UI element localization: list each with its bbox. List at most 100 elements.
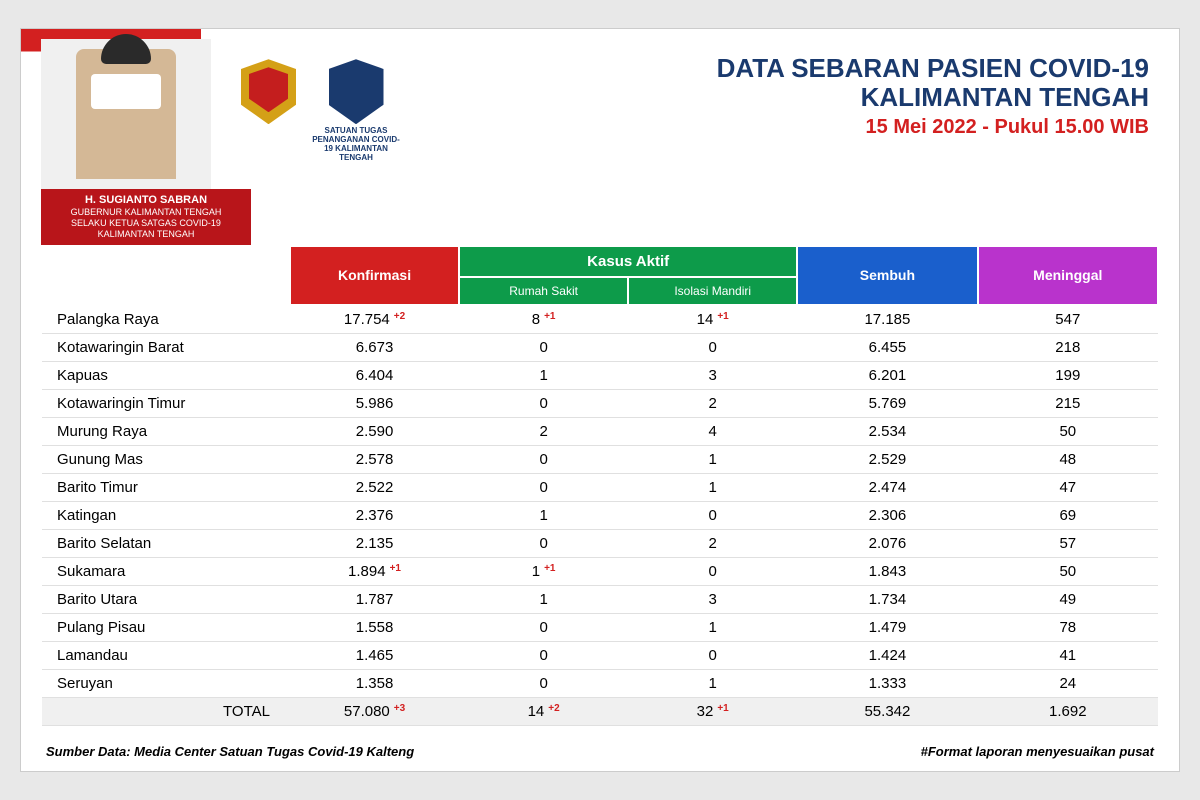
cell-total-konf: 57.080+3 xyxy=(290,697,459,725)
cell-sembuh: 5.769 xyxy=(797,389,977,417)
cell-iso: 0 xyxy=(628,501,797,529)
cell-konfirmasi: 1.558 xyxy=(290,613,459,641)
cell-region: Barito Utara xyxy=(42,585,290,613)
cell-region: Gunung Mas xyxy=(42,445,290,473)
table-row: Seruyan1.358011.33324 xyxy=(42,669,1158,697)
cell-konfirmasi: 5.986 xyxy=(290,389,459,417)
cell-rs: 0 xyxy=(459,669,628,697)
province-logo xyxy=(241,59,296,124)
cell-sembuh: 6.201 xyxy=(797,361,977,389)
cell-meninggal: 50 xyxy=(978,417,1158,445)
cell-total-rs: 14+2 xyxy=(459,697,628,725)
col-rumah-sakit: Rumah Sakit xyxy=(459,277,628,305)
cell-rs: 0 xyxy=(459,333,628,361)
cell-meninggal: 50 xyxy=(978,557,1158,585)
governor-title1: GUBERNUR KALIMANTAN TENGAH xyxy=(49,207,243,218)
table-row: Barito Timur2.522012.47447 xyxy=(42,473,1158,501)
total-row: TOTAL57.080+314+232+155.3421.692 xyxy=(42,697,1158,725)
cell-meninggal: 78 xyxy=(978,613,1158,641)
cell-sembuh: 2.076 xyxy=(797,529,977,557)
col-sembuh: Sembuh xyxy=(797,246,977,305)
cell-iso: 3 xyxy=(628,585,797,613)
table-row: Kotawaringin Barat6.673006.455218 xyxy=(42,333,1158,361)
title-line2: KALIMANTAN TENGAH xyxy=(411,83,1149,112)
cell-konfirmasi: 6.673 xyxy=(290,333,459,361)
cell-konfirmasi: 6.404 xyxy=(290,361,459,389)
cell-region: Seruyan xyxy=(42,669,290,697)
cell-iso: 1 xyxy=(628,473,797,501)
cell-rs: 0 xyxy=(459,389,628,417)
cell-iso: 1 xyxy=(628,669,797,697)
table-row: Gunung Mas2.578012.52948 xyxy=(42,445,1158,473)
table-row: Katingan2.376102.30669 xyxy=(42,501,1158,529)
report-container: SATUAN TUGAS PENANGANAN COVID-19 KALIMAN… xyxy=(20,28,1180,772)
cell-rs: 1 xyxy=(459,361,628,389)
cell-total-label: TOTAL xyxy=(42,697,290,725)
col-isolasi: Isolasi Mandiri xyxy=(628,277,797,305)
cell-region: Kapuas xyxy=(42,361,290,389)
data-table-wrap: Konfirmasi Kasus Aktif Sembuh Meninggal … xyxy=(21,245,1179,736)
title-line1: DATA SEBARAN PASIEN COVID-19 xyxy=(411,54,1149,83)
cell-konfirmasi: 2.135 xyxy=(290,529,459,557)
cell-meninggal: 218 xyxy=(978,333,1158,361)
cell-meninggal: 49 xyxy=(978,585,1158,613)
cell-sembuh: 2.534 xyxy=(797,417,977,445)
cell-konfirmasi: 2.522 xyxy=(290,473,459,501)
cell-iso: 2 xyxy=(628,389,797,417)
cell-rs: 0 xyxy=(459,529,628,557)
cell-sembuh: 17.185 xyxy=(797,305,977,334)
cell-konfirmasi: 2.590 xyxy=(290,417,459,445)
cell-sembuh: 6.455 xyxy=(797,333,977,361)
cell-sembuh: 1.333 xyxy=(797,669,977,697)
table-header: Konfirmasi Kasus Aktif Sembuh Meninggal … xyxy=(42,246,1158,305)
cell-iso: 1 xyxy=(628,445,797,473)
cell-sembuh: 1.734 xyxy=(797,585,977,613)
governor-title2: SELAKU KETUA SATGAS COVID-19 KALIMANTAN … xyxy=(49,218,243,240)
table-row: Kapuas6.404136.201199 xyxy=(42,361,1158,389)
cell-region: Palangka Raya xyxy=(42,305,290,334)
cell-meninggal: 57 xyxy=(978,529,1158,557)
cell-region: Barito Selatan xyxy=(42,529,290,557)
cell-konfirmasi: 1.787 xyxy=(290,585,459,613)
cell-region: Kotawaringin Timur xyxy=(42,389,290,417)
cell-total-meninggal: 1.692 xyxy=(978,697,1158,725)
table-row: Lamandau1.465001.42441 xyxy=(42,641,1158,669)
cell-meninggal: 41 xyxy=(978,641,1158,669)
person-icon xyxy=(76,49,176,179)
title-date: 15 Mei 2022 - Pukul 15.00 WIB xyxy=(411,116,1149,139)
table-row: Barito Selatan2.135022.07657 xyxy=(42,529,1158,557)
cell-region: Barito Timur xyxy=(42,473,290,501)
col-region xyxy=(42,246,290,305)
cell-rs: 0 xyxy=(459,445,628,473)
cell-iso: 0 xyxy=(628,333,797,361)
cell-total-sembuh: 55.342 xyxy=(797,697,977,725)
cell-sembuh: 2.529 xyxy=(797,445,977,473)
header: SATUAN TUGAS PENANGANAN COVID-19 KALIMAN… xyxy=(21,29,1179,194)
cell-rs: 0 xyxy=(459,641,628,669)
cell-meninggal: 547 xyxy=(978,305,1158,334)
table-row: Pulang Pisau1.558011.47978 xyxy=(42,613,1158,641)
cell-region: Lamandau xyxy=(42,641,290,669)
col-konfirmasi: Konfirmasi xyxy=(290,246,459,305)
cell-rs: 0 xyxy=(459,473,628,501)
cell-region: Murung Raya xyxy=(42,417,290,445)
governor-photo xyxy=(41,39,211,189)
cell-konfirmasi: 2.578 xyxy=(290,445,459,473)
cell-rs: 1 xyxy=(459,501,628,529)
table-body: Palangka Raya17.754+28+114+117.185547Kot… xyxy=(42,305,1158,726)
cell-konfirmasi: 17.754+2 xyxy=(290,305,459,334)
title-block: DATA SEBARAN PASIEN COVID-19 KALIMANTAN … xyxy=(411,39,1159,189)
cell-iso: 14+1 xyxy=(628,305,797,334)
governor-name-box: H. SUGIANTO SABRAN GUBERNUR KALIMANTAN T… xyxy=(41,189,251,245)
cell-konfirmasi: 2.376 xyxy=(290,501,459,529)
col-kasus-aktif: Kasus Aktif xyxy=(459,246,797,277)
source-text: Sumber Data: Media Center Satuan Tugas C… xyxy=(46,744,414,759)
cell-sembuh: 1.843 xyxy=(797,557,977,585)
cell-sembuh: 1.424 xyxy=(797,641,977,669)
cell-iso: 2 xyxy=(628,529,797,557)
cell-sembuh: 2.306 xyxy=(797,501,977,529)
cell-iso: 0 xyxy=(628,641,797,669)
table-row: Barito Utara1.787131.73449 xyxy=(42,585,1158,613)
taskforce-caption: SATUAN TUGAS PENANGANAN COVID-19 KALIMAN… xyxy=(311,127,401,162)
cell-rs: 8+1 xyxy=(459,305,628,334)
